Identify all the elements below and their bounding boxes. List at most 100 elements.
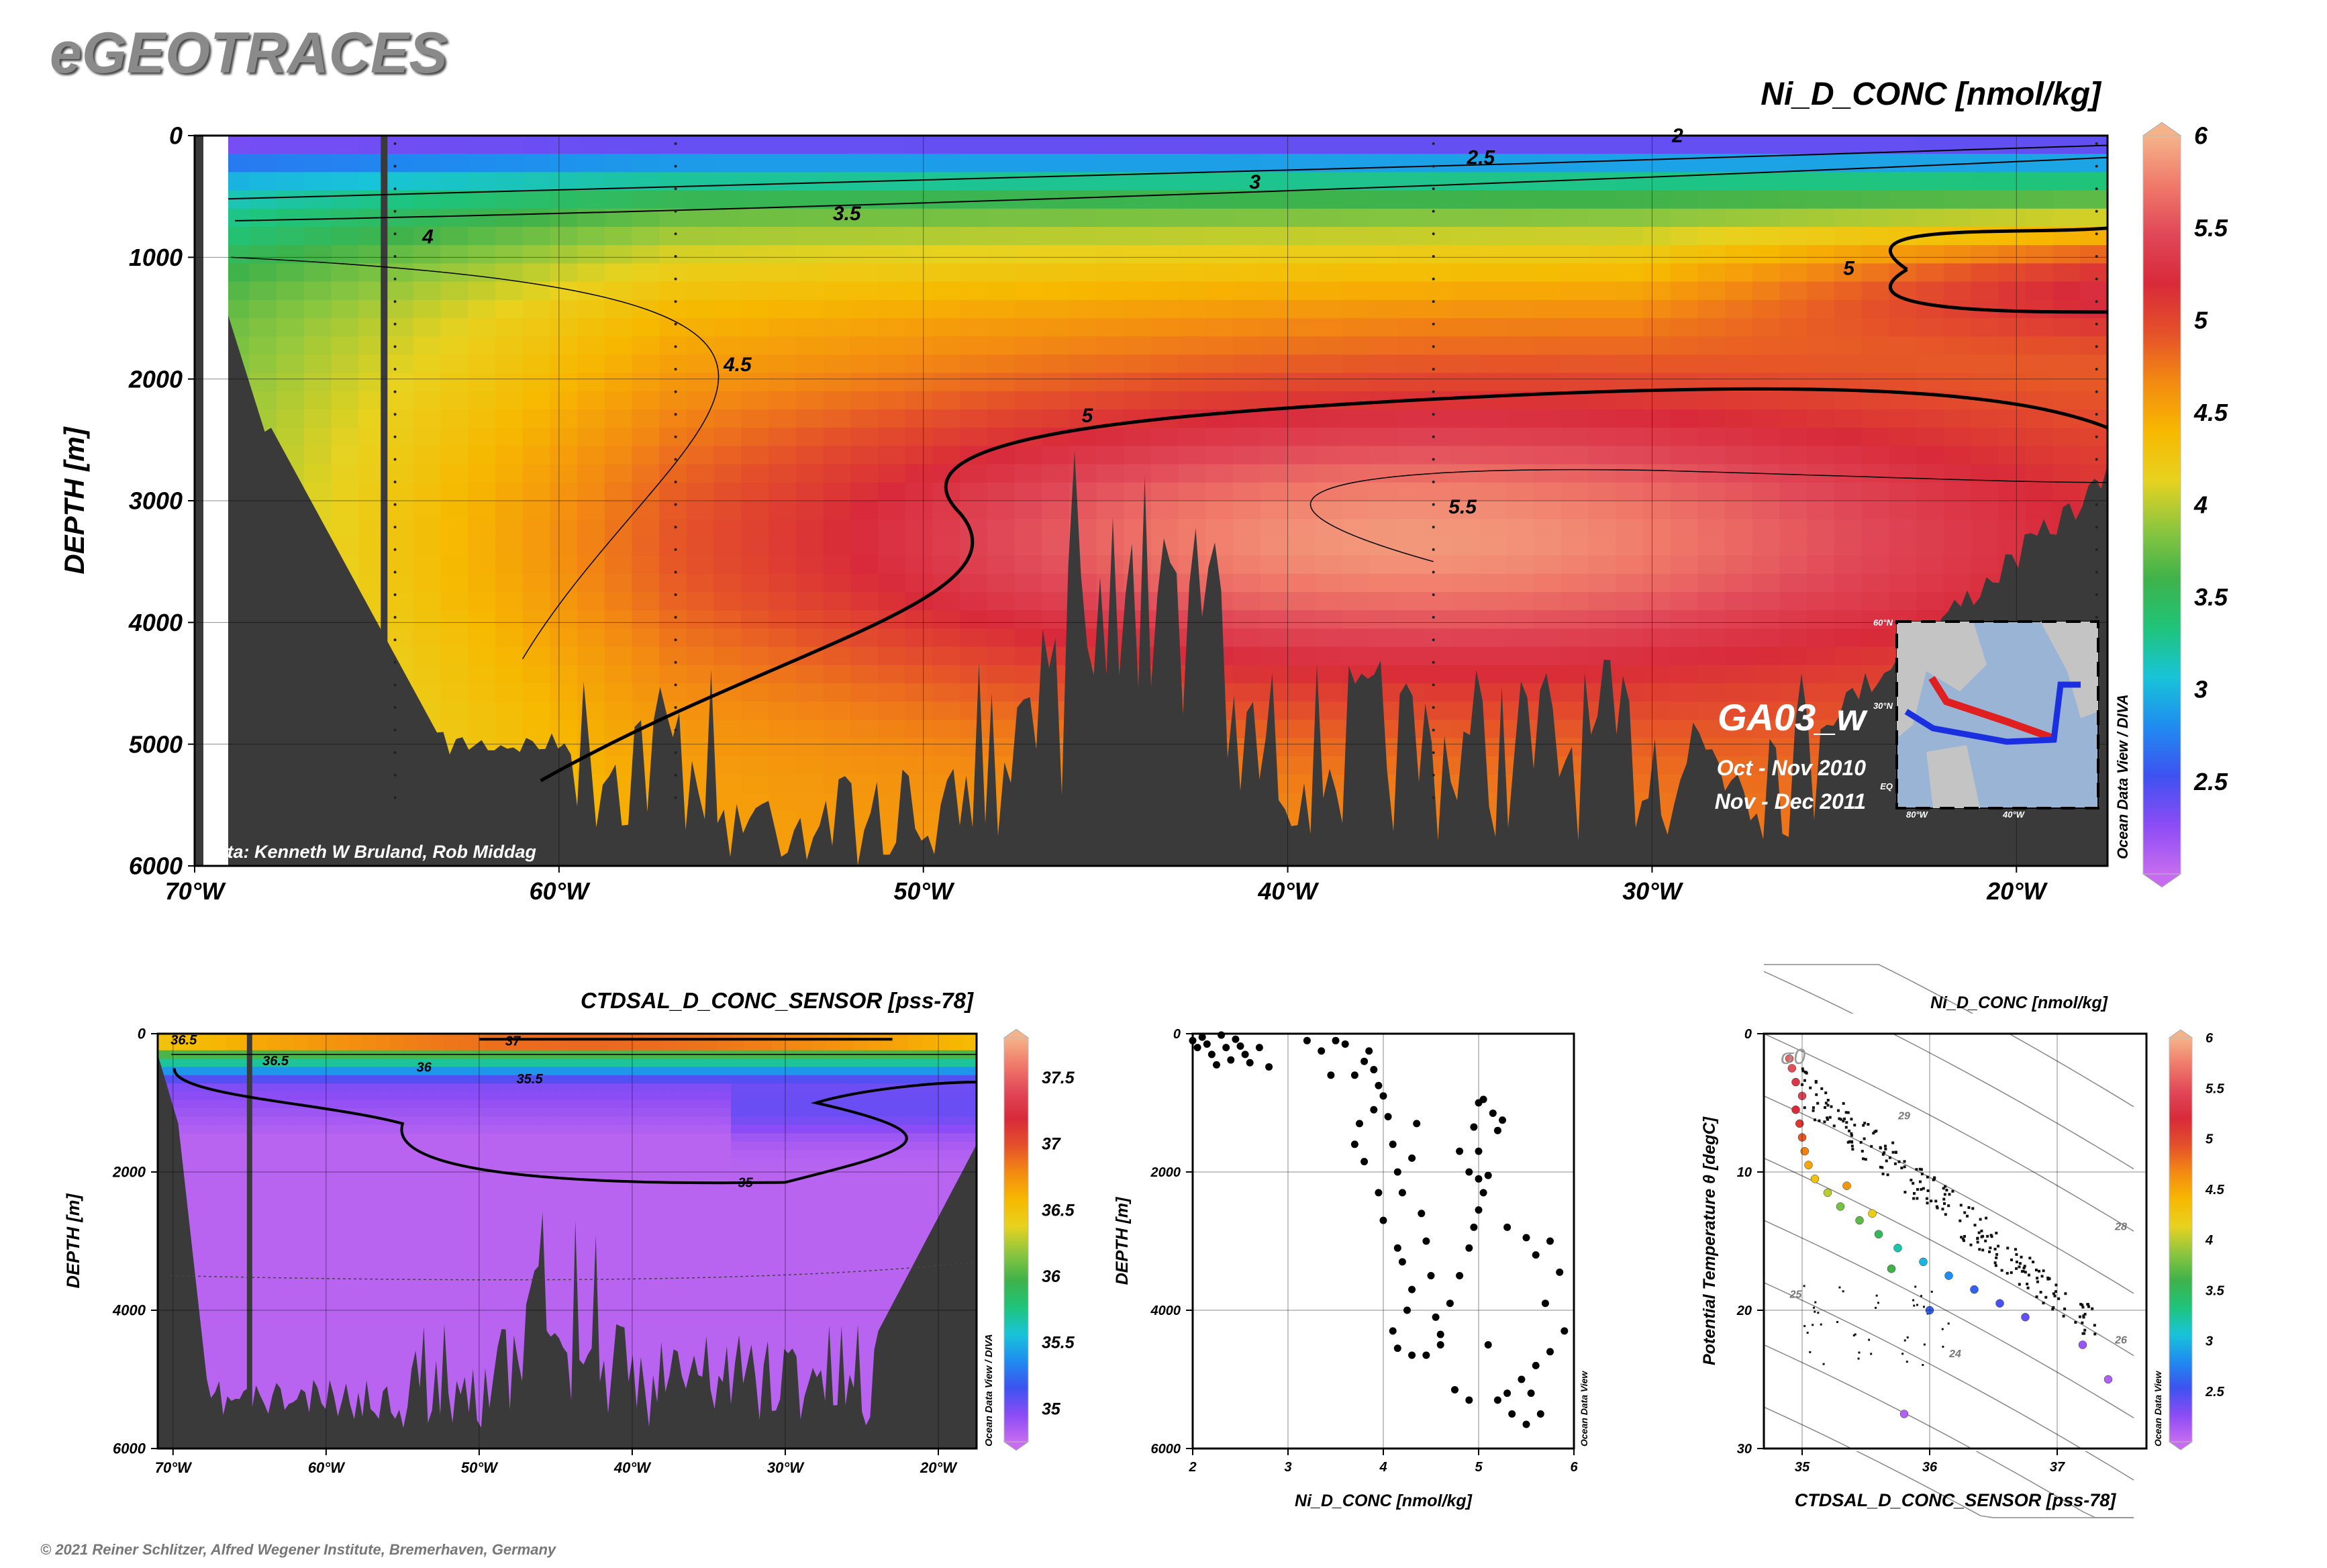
field-cell — [1889, 172, 1917, 191]
field-cell — [1096, 136, 1125, 155]
field-cell — [960, 665, 988, 684]
field-cell — [540, 1141, 554, 1151]
field-cell — [307, 1365, 322, 1375]
field-cell — [1998, 263, 2026, 283]
field-cell — [471, 1075, 486, 1085]
field-cell — [1014, 628, 1043, 648]
field-cell — [212, 1232, 227, 1242]
field-cell — [430, 1141, 445, 1151]
field-cell — [440, 501, 469, 520]
field-cell — [1616, 537, 1644, 556]
field-cell — [281, 1199, 295, 1209]
field-cell — [1287, 775, 1316, 794]
field-cell — [2025, 281, 2054, 301]
field-cell — [386, 354, 414, 374]
field-cell — [741, 172, 769, 191]
field-cell — [281, 1158, 295, 1167]
field-cell — [321, 1141, 336, 1151]
field-cell — [281, 1175, 295, 1184]
field-cell — [604, 555, 633, 575]
field-cell — [199, 1307, 213, 1317]
field-cell — [1889, 409, 1917, 429]
field-cell — [444, 1034, 459, 1043]
station-sample-dot — [2095, 345, 2098, 348]
field-cell — [281, 1108, 295, 1118]
field-cell — [540, 1124, 554, 1134]
field-cell — [741, 208, 769, 228]
field-cell — [635, 1158, 650, 1167]
field-cell — [987, 227, 1016, 246]
field-cell — [185, 1034, 199, 1043]
field-cell — [226, 1307, 240, 1317]
field-cell — [608, 1249, 623, 1259]
field-cell — [1042, 354, 1070, 374]
field-cell — [1616, 519, 1644, 538]
field-cell — [659, 190, 687, 209]
field-cell — [577, 501, 605, 520]
field-cell — [553, 1042, 568, 1051]
field-cell — [1588, 555, 1617, 575]
field-cell — [1670, 519, 1699, 538]
field-cell — [741, 190, 769, 209]
field-cell — [769, 354, 797, 374]
field-cell — [649, 1099, 664, 1110]
field-cell — [550, 354, 578, 374]
field-cell — [1479, 354, 1507, 374]
field-cell — [581, 1141, 595, 1151]
field-cell — [430, 1067, 445, 1076]
field-cell — [649, 1282, 664, 1292]
field-cell — [522, 190, 551, 209]
field-cell — [266, 1316, 281, 1325]
field-cell — [1807, 519, 1835, 538]
field-cell — [403, 1291, 418, 1300]
field-cell — [294, 1191, 309, 1201]
field-cell — [281, 1241, 295, 1251]
field-cell — [1287, 245, 1316, 264]
field-cell — [499, 1067, 513, 1076]
field-cell — [622, 1291, 636, 1300]
field-cell — [1998, 245, 2026, 264]
field-cell — [649, 1091, 664, 1101]
field-cell — [253, 1133, 268, 1142]
field-cell — [1479, 665, 1507, 684]
field-cell — [1369, 592, 1398, 611]
field-cell — [1096, 281, 1125, 301]
field-cell — [1725, 281, 1753, 301]
field-cell — [389, 1299, 404, 1308]
field-cell — [226, 1340, 240, 1350]
field-cell — [1451, 318, 1480, 338]
field-cell — [604, 464, 633, 483]
field-cell — [1479, 227, 1507, 246]
field-cell — [632, 245, 660, 264]
field-cell — [960, 281, 988, 301]
field-cell — [550, 373, 578, 392]
field-cell — [281, 1332, 295, 1342]
field-cell — [307, 1150, 322, 1159]
field-cell — [1479, 683, 1507, 703]
field-cell — [1616, 172, 1644, 191]
field-cell — [987, 154, 1016, 173]
field-cell — [659, 573, 687, 593]
field-cell — [1451, 336, 1480, 356]
field-cell — [1014, 336, 1043, 356]
field-cell — [417, 1257, 432, 1267]
field-cell — [403, 1332, 418, 1342]
field-cell — [281, 1340, 295, 1350]
field-cell — [1124, 136, 1152, 155]
field-cell — [226, 1059, 240, 1068]
field-cell — [1588, 592, 1617, 611]
field-cell — [1861, 464, 1890, 483]
field-cell — [499, 1232, 513, 1242]
field-cell — [1369, 281, 1398, 301]
field-cell — [294, 1124, 309, 1134]
field-cell — [458, 1324, 473, 1333]
field-cell — [932, 336, 960, 356]
field-cell — [1807, 646, 1835, 666]
field-cell — [1178, 409, 1207, 429]
map-land-americas — [1897, 622, 1987, 738]
field-cell — [1315, 227, 1343, 246]
field-cell — [905, 628, 934, 648]
field-cell — [713, 227, 742, 246]
field-cell — [307, 1059, 322, 1068]
field-cell — [1642, 245, 1671, 264]
